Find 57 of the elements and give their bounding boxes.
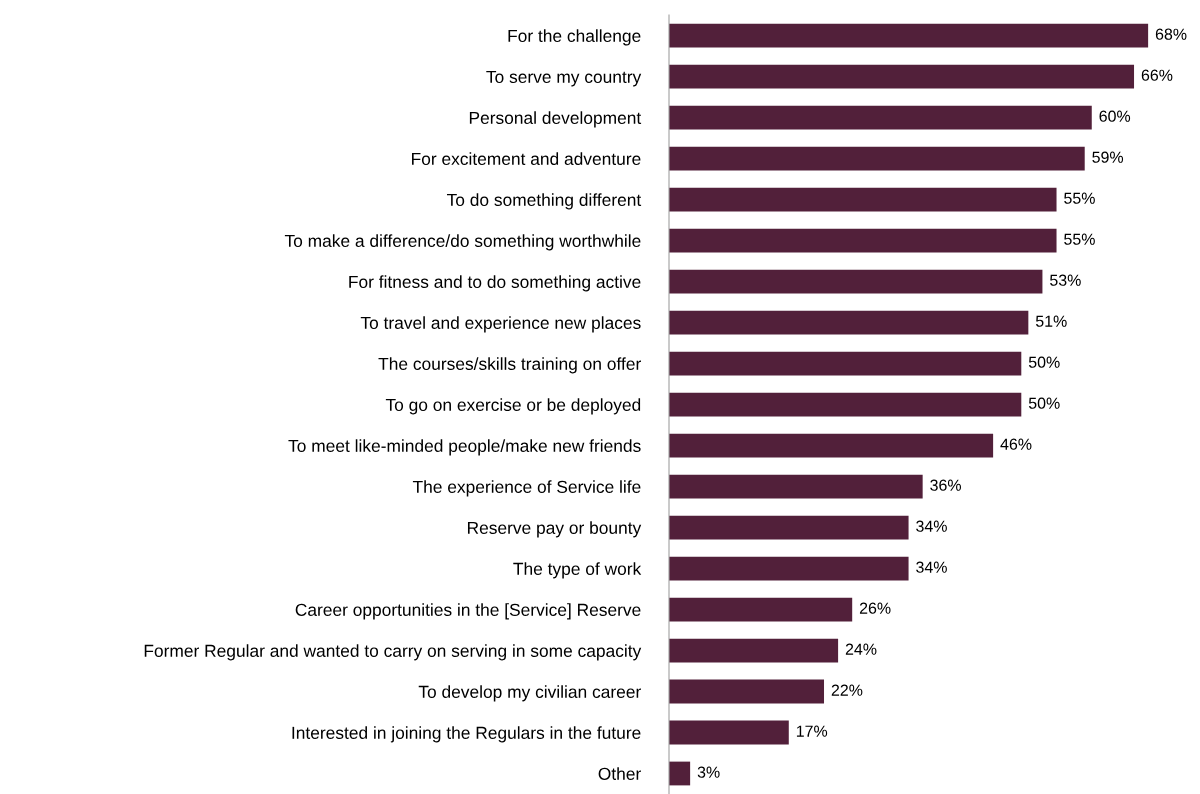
data-label: 59% bbox=[1092, 151, 1124, 163]
bar bbox=[669, 187, 1057, 212]
bar bbox=[669, 23, 1149, 48]
data-label: 55% bbox=[1064, 233, 1095, 245]
y-tick-label: Other bbox=[598, 767, 641, 780]
bar bbox=[669, 146, 1085, 171]
y-tick-label: Interested in joining the Regulars in the future bbox=[292, 726, 641, 743]
data-label: 51% bbox=[1035, 315, 1067, 327]
data-label: 36% bbox=[930, 479, 961, 491]
y-tick-label: Reserve pay or bounty bbox=[467, 521, 642, 538]
bar bbox=[669, 720, 789, 745]
data-label: 3% bbox=[697, 766, 720, 778]
y-tick-label: Career opportunities in the [Service] Reserve bbox=[295, 603, 641, 620]
data-label: 46% bbox=[1000, 438, 1032, 450]
data-label: 60% bbox=[1099, 110, 1131, 122]
y-tick-label: For the challenge bbox=[508, 29, 641, 46]
bar bbox=[669, 679, 825, 704]
bar bbox=[669, 638, 839, 663]
y-tick-label: To develop my civilian career bbox=[418, 685, 641, 702]
data-label: 68% bbox=[1155, 28, 1187, 40]
bar bbox=[669, 433, 994, 458]
bar bbox=[669, 474, 923, 499]
bar bbox=[669, 105, 1092, 130]
y-tick-label: To travel and experience new places bbox=[360, 316, 641, 333]
bar bbox=[669, 515, 909, 540]
data-label: 34% bbox=[916, 520, 947, 532]
bar bbox=[669, 761, 691, 786]
bar bbox=[669, 392, 1022, 417]
data-label: 66% bbox=[1141, 69, 1173, 81]
data-label: 50% bbox=[1028, 397, 1060, 409]
data-label: 55% bbox=[1064, 192, 1095, 204]
data-label: 26% bbox=[859, 602, 891, 614]
data-label: 17% bbox=[796, 725, 828, 737]
data-label: 22% bbox=[831, 684, 863, 696]
bar bbox=[669, 269, 1043, 294]
bar bbox=[669, 556, 909, 581]
y-tick-label: Personal development bbox=[469, 111, 642, 128]
bar bbox=[669, 597, 853, 622]
bar bbox=[669, 228, 1057, 253]
bar bbox=[669, 64, 1135, 89]
y-tick-label: The experience of Service life bbox=[412, 480, 641, 497]
bar bbox=[669, 351, 1022, 376]
bar bbox=[669, 310, 1029, 335]
data-label: 24% bbox=[845, 643, 877, 655]
y-tick-label: To do something different bbox=[446, 193, 642, 210]
y-tick-label: The type of work bbox=[513, 562, 642, 579]
y-tick-label: To serve my country bbox=[486, 70, 642, 87]
y-tick-label: To make a difference/do something worthwhile bbox=[284, 234, 641, 251]
data-label: 50% bbox=[1028, 356, 1060, 368]
y-tick-label: The courses/skills training on offer bbox=[378, 357, 641, 374]
y-tick-label: Former Regular and wanted to carry on serving in some capacity bbox=[144, 644, 642, 661]
y-tick-label: For fitness and to do something active bbox=[349, 275, 641, 292]
data-label: 53% bbox=[1050, 274, 1081, 286]
y-tick-label: For excitement and adventure bbox=[412, 152, 641, 166]
y-tick-label: To meet like-minded people/make new friends bbox=[288, 439, 641, 456]
data-label: 34% bbox=[916, 561, 947, 573]
y-tick-label: To go on exercise or be deployed bbox=[385, 398, 641, 415]
